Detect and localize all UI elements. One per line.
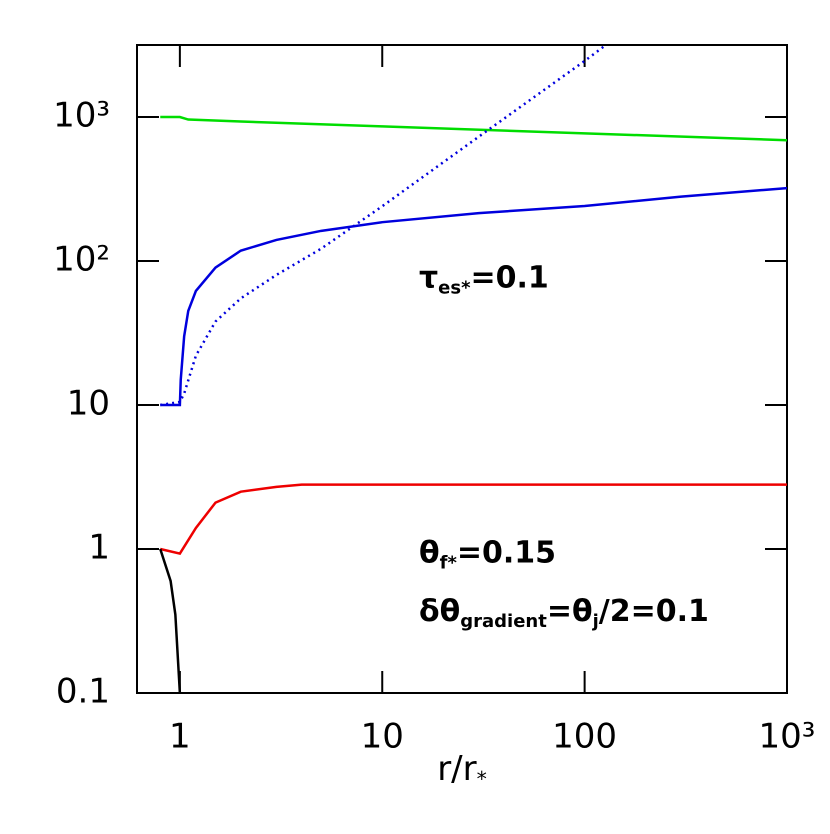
y-tick-label: 10²: [53, 239, 110, 279]
plot-frame: [136, 44, 788, 694]
annotation: τes*=0.1: [419, 260, 549, 299]
annotation-part: j: [592, 611, 599, 632]
annotation: θf*=0.15: [419, 535, 556, 574]
x-axis-label-part: *: [477, 767, 487, 791]
annotation: δθgradient=θj/2=0.1: [419, 594, 709, 633]
series-line: [160, 186, 787, 407]
series-line: [160, 45, 605, 407]
x-axis-label: r/r*: [437, 749, 487, 792]
x-tick-label: 100: [552, 717, 617, 757]
annotation-part: gradient: [460, 611, 547, 632]
annotation-part: δθ: [419, 594, 460, 629]
annotation-part: f*: [440, 553, 458, 574]
annotation-part: =0.1: [471, 260, 549, 295]
y-tick-label: 10³: [53, 95, 110, 135]
series-line: [160, 115, 787, 142]
x-axis-label-part: r/r: [437, 749, 476, 789]
y-tick-label: 1: [88, 527, 110, 567]
annotation-part: τ: [419, 260, 438, 295]
annotation-part: /2=0.1: [599, 594, 709, 629]
annotation-part: θ: [419, 535, 440, 570]
y-tick-label: 10: [67, 383, 110, 423]
annotation-part: es*: [438, 277, 471, 298]
series-line: [159, 548, 182, 693]
annotation-part: =θ: [547, 594, 593, 629]
x-tick-label: 1: [169, 717, 191, 757]
series-line: [159, 483, 787, 555]
y-tick-label: 0.1: [56, 672, 110, 712]
x-tick-label: 10: [361, 717, 404, 757]
x-tick-label: 10³: [759, 717, 816, 757]
annotation-part: =0.15: [457, 535, 556, 570]
